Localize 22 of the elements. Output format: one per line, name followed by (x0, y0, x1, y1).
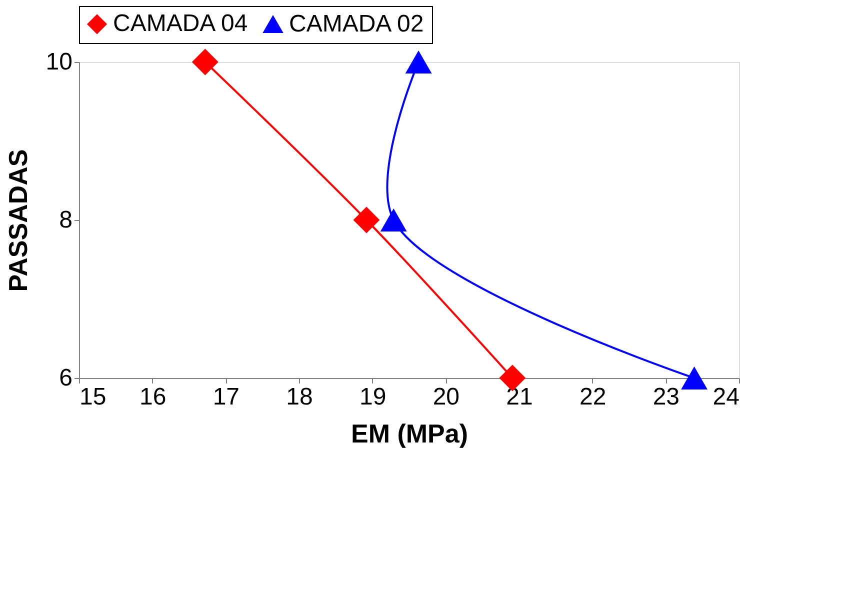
point (681, 366, 708, 390)
point (380, 208, 407, 232)
x-tick-label: 19 (359, 384, 386, 410)
x-tick-label: 22 (579, 384, 606, 410)
x-tick-label: 15 (80, 384, 106, 410)
x-tick-label: 16 (139, 384, 166, 410)
x-tick-label: 20 (432, 384, 460, 410)
x-tick-label: 17 (212, 384, 240, 410)
x-tick-label: 21 (506, 384, 533, 410)
legend-label: CAMADA 04 (113, 10, 248, 38)
x-tick-label: 23 (652, 384, 680, 410)
y-tick-label: 8 (59, 206, 72, 234)
point (192, 48, 218, 76)
point (405, 50, 432, 74)
x-axis-title: EM (MPa) (351, 418, 468, 448)
y-tick-label: 6 (59, 364, 72, 392)
point (353, 206, 380, 234)
x-tick-label: 24 (712, 384, 740, 410)
legend-label: CAMADA 02 (289, 10, 424, 38)
x-tick-label: 18 (286, 384, 313, 410)
y-axis-title: PASSADAS (2, 149, 33, 292)
y-tick-label: 10 (46, 48, 72, 76)
